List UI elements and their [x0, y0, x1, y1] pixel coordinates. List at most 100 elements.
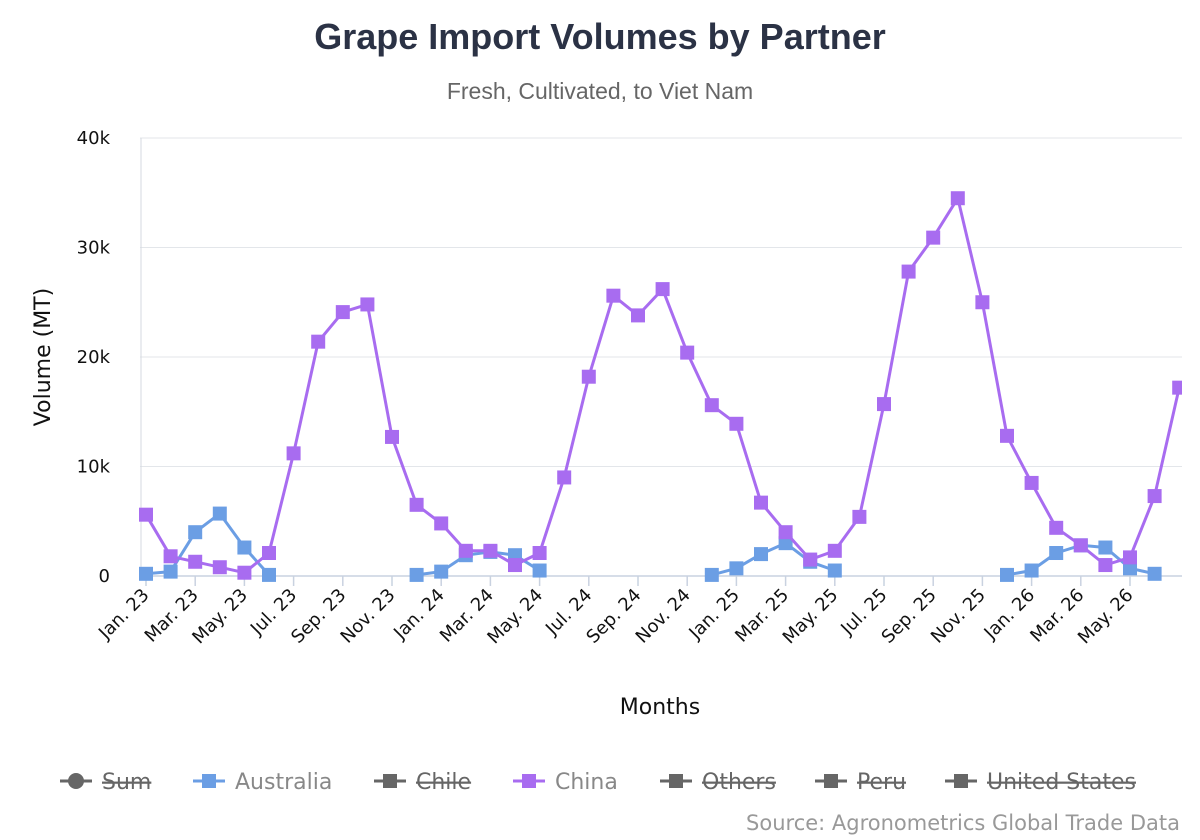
data-point: [188, 554, 203, 569]
data-point: [458, 543, 473, 558]
data-point: [311, 334, 326, 349]
data-point: [1098, 540, 1113, 555]
legend-item-australia[interactable]: Australia: [193, 770, 332, 795]
legend-marker: [669, 774, 683, 788]
x-tick-label: Nov. 23: [337, 585, 400, 648]
data-point: [803, 552, 818, 567]
data-point: [163, 549, 178, 564]
legend-label: Sum: [102, 770, 151, 795]
chart-subtitle: Fresh, Cultivated, to Viet Nam: [447, 78, 753, 104]
y-tick-label: 30k: [77, 238, 111, 259]
chart-credit: Source: Agronometrics Global Trade Data: [746, 811, 1180, 835]
legend-item-sum[interactable]: Sum: [60, 770, 151, 795]
legend-item-peru[interactable]: Peru: [815, 770, 906, 795]
chart-title: Grape Import Volumes by Partner: [314, 16, 885, 57]
data-point: [508, 558, 522, 573]
legend: Sum Australia Chile China Others Peru United S…: [60, 770, 1136, 795]
data-point: [729, 561, 744, 576]
series-group: [139, 191, 1182, 582]
data-point: [754, 547, 768, 562]
legend-item-china[interactable]: China: [513, 770, 618, 795]
y-tick-label: 10k: [77, 457, 111, 478]
data-point: [139, 566, 153, 581]
data-point: [655, 282, 670, 297]
data-point: [409, 567, 424, 582]
legend-item-others[interactable]: Others: [660, 770, 776, 795]
data-point: [532, 546, 547, 561]
data-point: [704, 398, 719, 413]
legend-label: China: [555, 770, 618, 795]
data-point: [212, 560, 227, 575]
data-point: [237, 540, 252, 555]
data-point: [163, 564, 178, 579]
data-point: [1024, 475, 1039, 490]
data-point: [1147, 566, 1162, 581]
data-point: [1073, 538, 1088, 553]
legend-marker: [954, 774, 968, 788]
legend-label: United States: [987, 770, 1136, 795]
data-point: [901, 264, 916, 279]
data-point: [1000, 567, 1014, 582]
data-point: [729, 416, 744, 431]
data-point: [754, 495, 768, 510]
data-point: [1024, 563, 1039, 578]
data-point: [581, 369, 596, 384]
series-line-china: [144, 196, 1181, 575]
legend-item-united-states[interactable]: United States: [945, 770, 1136, 795]
data-point: [1000, 428, 1014, 443]
data-point: [1147, 489, 1162, 504]
series-china: [139, 191, 1182, 580]
y-tick-label: 20k: [77, 347, 111, 368]
data-point: [335, 305, 350, 320]
data-point: [778, 525, 793, 540]
data-point: [852, 509, 867, 524]
data-point: [1172, 380, 1182, 395]
data-point: [262, 567, 276, 582]
data-point: [237, 565, 252, 580]
data-point: [1098, 558, 1113, 573]
data-point: [1049, 546, 1064, 561]
data-point: [827, 543, 842, 558]
data-point: [778, 536, 793, 551]
data-point: [434, 516, 449, 531]
data-point: [483, 543, 498, 558]
y-tick-label: 40k: [77, 128, 111, 149]
legend-marker: [202, 774, 216, 788]
data-point: [1123, 561, 1137, 576]
data-point: [680, 345, 695, 360]
data-point: [212, 506, 227, 521]
data-point: [532, 563, 547, 578]
series-australia: [139, 506, 1162, 582]
y-tick-label: 0: [99, 566, 110, 587]
legend-marker: [824, 774, 838, 788]
data-point: [360, 297, 375, 312]
legend-label: Peru: [857, 770, 906, 795]
x-tick-label: Nov. 25: [927, 585, 990, 648]
data-point: [286, 446, 301, 461]
y-axis-title: Volume (MT): [31, 288, 56, 426]
data-point: [262, 546, 276, 561]
series-line-australia: [144, 512, 1157, 577]
legend-marker: [383, 774, 397, 788]
data-point: [704, 567, 719, 582]
x-tick-label: May. 24: [483, 585, 547, 649]
data-point: [557, 470, 572, 485]
data-point: [926, 230, 941, 245]
data-point: [139, 507, 153, 522]
data-point: [1049, 520, 1064, 535]
data-point: [827, 563, 842, 578]
legend-label: Chile: [416, 770, 471, 795]
data-point: [1123, 550, 1137, 565]
data-point: [877, 397, 891, 412]
legend-item-chile[interactable]: Chile: [374, 770, 471, 795]
data-point: [434, 564, 449, 579]
data-point: [188, 525, 203, 540]
data-point: [409, 497, 424, 512]
grid-lines: [140, 137, 1182, 467]
x-axis-title: Months: [620, 695, 700, 720]
data-point: [950, 191, 965, 206]
x-tick-label: May. 23: [188, 585, 252, 649]
y-axis-ticks: 0 10k 20k 30k 40k: [77, 128, 111, 587]
